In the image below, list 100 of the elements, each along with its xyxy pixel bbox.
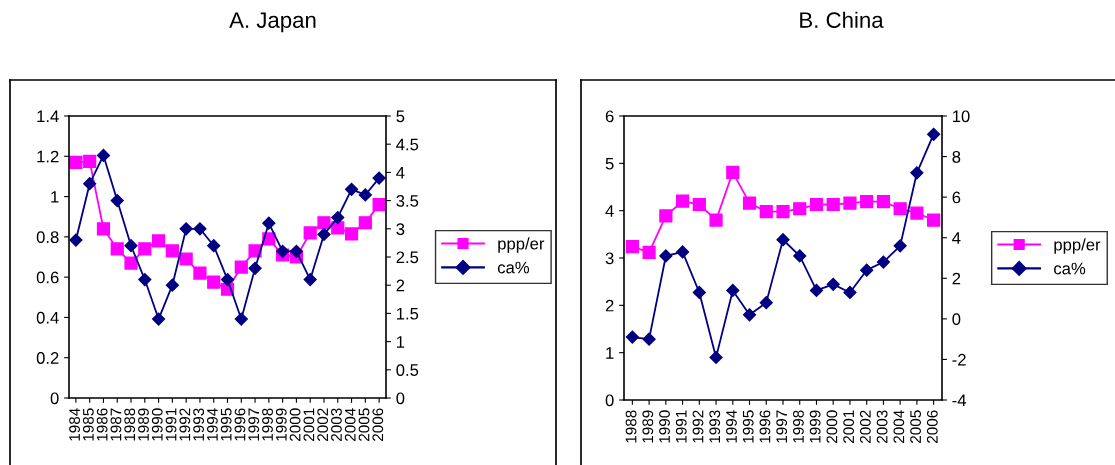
y2-tick-label: 3 bbox=[396, 223, 405, 235]
point bbox=[83, 154, 97, 168]
point bbox=[675, 194, 690, 208]
point bbox=[692, 285, 706, 300]
x-tick-label: 1984 bbox=[69, 408, 80, 441]
point bbox=[876, 255, 891, 269]
x-tick-label: 2004 bbox=[893, 410, 905, 443]
point bbox=[759, 296, 773, 310]
x-tick-label: 1993 bbox=[193, 408, 205, 441]
legend-label: ppp/er bbox=[1054, 238, 1101, 254]
point bbox=[179, 252, 193, 266]
point bbox=[625, 330, 639, 344]
point bbox=[692, 197, 706, 212]
x-tick-label: 2000 bbox=[289, 408, 301, 441]
point bbox=[165, 278, 179, 292]
x-tick-label: 2002 bbox=[317, 408, 329, 441]
point bbox=[96, 222, 111, 236]
x-tick-label: 1988 bbox=[124, 408, 136, 441]
point bbox=[303, 226, 317, 240]
chart-title: A. Japan bbox=[229, 12, 316, 33]
x-tick-label: 1999 bbox=[809, 410, 821, 443]
point bbox=[110, 194, 124, 208]
y2-tick-label: 4 bbox=[952, 232, 961, 244]
x-tick-label: 1996 bbox=[759, 410, 771, 443]
y-tick-label: 2 bbox=[605, 299, 614, 312]
y2-tick-label: 3.5 bbox=[396, 195, 419, 207]
point bbox=[709, 213, 723, 227]
point bbox=[910, 206, 924, 220]
point bbox=[96, 148, 111, 163]
x-tick-label: 1986 bbox=[96, 408, 108, 441]
y2-tick-label: 2.5 bbox=[396, 251, 419, 264]
point bbox=[193, 222, 207, 236]
x-tick-label: 2003 bbox=[876, 410, 888, 443]
point bbox=[843, 196, 857, 210]
point bbox=[793, 202, 807, 216]
point bbox=[289, 244, 304, 258]
point bbox=[344, 227, 359, 241]
point bbox=[331, 210, 345, 225]
x-tick-label: 2004 bbox=[344, 408, 356, 441]
point bbox=[642, 332, 656, 346]
chart-title: B. China bbox=[800, 11, 884, 28]
point bbox=[151, 312, 166, 326]
y-tick-label: 1 bbox=[606, 347, 614, 359]
x-tick-label: 1998 bbox=[262, 408, 273, 441]
y2-tick-label: 2 bbox=[396, 279, 405, 292]
x-tick-label: 1999 bbox=[275, 408, 287, 441]
point bbox=[625, 240, 639, 254]
point bbox=[675, 245, 690, 259]
x-tick-label: 1987 bbox=[110, 408, 122, 441]
x-tick-label: 1998 bbox=[793, 410, 804, 443]
x-tick-label: 1997 bbox=[776, 410, 788, 443]
point bbox=[742, 196, 757, 210]
point bbox=[207, 275, 221, 289]
y-tick-label: 4 bbox=[605, 205, 614, 217]
point bbox=[726, 165, 740, 179]
point bbox=[893, 239, 907, 253]
x-tick-label: 1985 bbox=[82, 408, 94, 441]
point bbox=[317, 227, 331, 242]
y2-tick-label: 1 bbox=[396, 336, 405, 348]
y2-tick-label: 0 bbox=[952, 313, 961, 326]
x-tick-label: 1995 bbox=[220, 408, 232, 441]
x-tick-label: 1992 bbox=[179, 408, 191, 441]
legend-label: ppp/er bbox=[498, 237, 545, 253]
x-tick-label: 1994 bbox=[207, 408, 218, 441]
point bbox=[793, 249, 807, 263]
point bbox=[262, 216, 276, 230]
point bbox=[759, 205, 773, 219]
point bbox=[69, 233, 83, 247]
x-tick-label: 1989 bbox=[642, 410, 654, 443]
point bbox=[927, 127, 941, 141]
x-tick-label: 2002 bbox=[859, 410, 871, 443]
x-tick-label: 1989 bbox=[138, 408, 149, 441]
point bbox=[843, 285, 857, 300]
y2-tick-label: 5 bbox=[396, 110, 405, 123]
y2-tick-label: 2 bbox=[952, 272, 961, 285]
point bbox=[248, 261, 262, 275]
point bbox=[709, 350, 723, 364]
y2-tick-label: 4 bbox=[396, 166, 405, 179]
y-tick-label: 1 bbox=[51, 191, 59, 203]
x-tick-label: 2006 bbox=[372, 408, 384, 441]
x-tick-label: 1996 bbox=[234, 408, 246, 441]
y-tick-label: 5 bbox=[605, 157, 614, 170]
y2-tick-label: 0.5 bbox=[396, 364, 419, 376]
point bbox=[809, 197, 824, 212]
x-tick-label: 1993 bbox=[709, 410, 721, 443]
point bbox=[642, 245, 656, 259]
point bbox=[372, 171, 386, 185]
point bbox=[165, 244, 179, 258]
point bbox=[776, 205, 790, 219]
point bbox=[234, 312, 248, 326]
y-tick-label: 0.4 bbox=[36, 311, 59, 324]
legend-label: ca% bbox=[1054, 262, 1086, 275]
y2-tick-label: 10 bbox=[952, 110, 970, 123]
y2-tick-label: 4.5 bbox=[396, 138, 419, 151]
point bbox=[69, 155, 83, 169]
point bbox=[317, 216, 331, 230]
y2-tick-label: 8 bbox=[952, 150, 961, 163]
point bbox=[276, 244, 290, 258]
point bbox=[138, 272, 152, 287]
point bbox=[151, 234, 166, 248]
